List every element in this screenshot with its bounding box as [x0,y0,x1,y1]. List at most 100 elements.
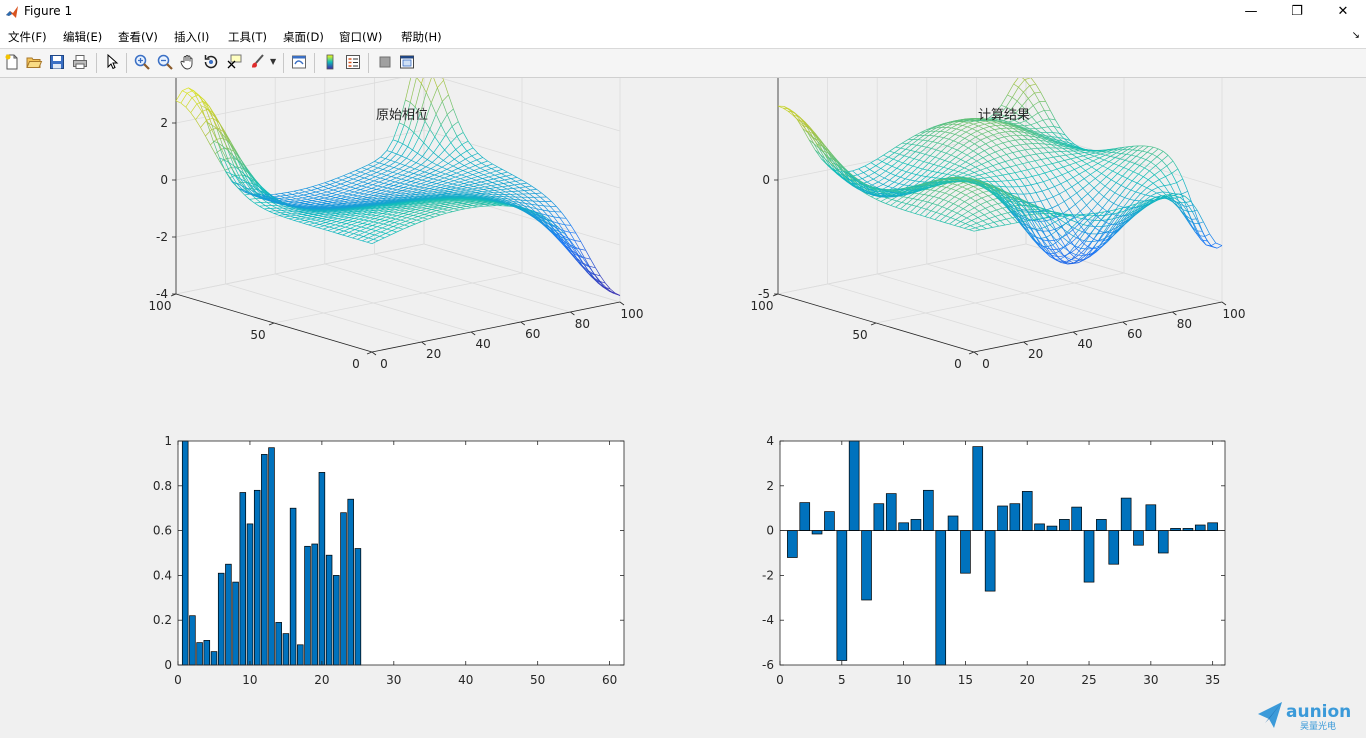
mesh-line [499,177,505,181]
mesh-line [367,195,374,198]
menu-window[interactable]: 窗口(W) [339,30,383,44]
save-icon[interactable] [48,53,66,71]
mesh-line [298,221,304,224]
mesh-line [489,188,495,191]
mesh-line [354,191,360,194]
mesh-line [361,167,368,170]
mesh-line [428,213,436,216]
mesh-line [399,220,406,225]
mesh-line [1102,161,1110,167]
mesh-line [333,187,340,191]
menu-edit[interactable]: 编辑(E) [63,30,103,44]
menu-insert[interactable]: 插入(I) [174,30,210,44]
new-figure-icon[interactable] [3,53,21,71]
mesh-line [425,78,432,93]
mesh-line [537,204,544,207]
minimize-button[interactable]: — [1244,4,1258,19]
open-file-icon[interactable] [25,53,43,71]
mesh-line [382,184,389,188]
mesh-line [950,184,958,190]
mesh-line [380,174,387,179]
mesh-line [478,170,486,173]
mesh-line [415,156,423,163]
mesh-line [236,183,242,186]
brush-icon[interactable] [248,53,266,71]
pointer-icon[interactable] [103,53,121,71]
mesh-line [1146,182,1154,189]
mesh-line [389,177,397,182]
mesh-line [468,194,474,196]
menu-view[interactable]: 查看(V) [118,30,158,44]
mesh-line [310,218,316,221]
mesh-line [970,130,978,135]
mesh-line [388,211,394,213]
mesh-line [415,179,423,183]
mesh-line [256,192,262,196]
mesh-line [1142,146,1149,152]
mesh-line [949,190,957,196]
menu-tools[interactable]: 工具(T) [228,30,267,44]
mesh-line [944,127,952,133]
mesh-line [507,198,514,202]
menu-help[interactable]: 帮助(H) [401,30,442,44]
mesh-line [328,199,335,202]
show-plot-tools-icon[interactable] [398,53,416,71]
brush-dropdown-icon[interactable]: ▼ [270,57,277,66]
mesh-line [1131,173,1139,182]
mesh-line [378,237,385,242]
mesh-line [973,229,981,232]
menu-file[interactable]: 文件(F) [8,30,47,44]
mesh-line [465,155,472,160]
hide-plot-tools-icon[interactable] [376,53,394,71]
mesh-line [366,165,374,170]
mesh-line [459,158,466,164]
data-cursor-icon[interactable] [225,53,243,71]
colorbar-icon[interactable] [321,53,339,71]
mesh-line [447,200,453,203]
menu-dock-arrow-icon[interactable]: ↘ [1351,30,1360,41]
mesh-line [380,150,388,158]
maximize-button[interactable]: ❐ [1291,4,1303,19]
mesh-line [386,228,392,231]
mesh-line [1079,254,1087,261]
rotate-3d-icon[interactable] [202,53,220,71]
menu-desktop[interactable]: 桌面(D) [283,30,324,44]
close-button[interactable]: ✕ [1337,4,1349,19]
mesh-line [1021,169,1028,172]
print-icon[interactable] [71,53,89,71]
mesh-line [227,150,235,167]
legend-icon[interactable] [344,53,362,71]
mesh-line [556,206,562,213]
mesh-line [468,202,474,205]
mesh-line [951,124,958,129]
zoom-in-icon[interactable] [133,53,151,71]
mesh-line [216,139,222,150]
mesh-line [1090,170,1097,175]
mesh-line [359,230,365,233]
mesh-line [243,169,249,178]
pan-hand-icon[interactable] [179,53,197,71]
mesh-line [324,197,330,200]
link-plot-icon[interactable] [290,53,308,71]
mesh-line [355,185,362,189]
mesh-line [571,250,579,256]
mesh-line [1120,215,1128,224]
mesh-line [554,233,560,241]
zoom-out-icon[interactable] [156,53,174,71]
mesh-line [944,188,952,194]
mesh-line [1091,163,1099,168]
mesh-line [345,197,352,200]
mesh-line [483,188,490,190]
mesh-line [383,194,390,197]
mesh-line [504,194,510,198]
mesh-line [423,190,429,192]
mesh-line [430,183,437,187]
mesh-line [342,231,349,236]
mesh-line [435,211,442,215]
mesh-line [401,214,409,217]
mesh-line [938,131,946,137]
mesh-line [520,183,526,188]
mesh-line [862,175,869,180]
mesh-line [1008,202,1015,207]
mesh-line [269,200,276,203]
